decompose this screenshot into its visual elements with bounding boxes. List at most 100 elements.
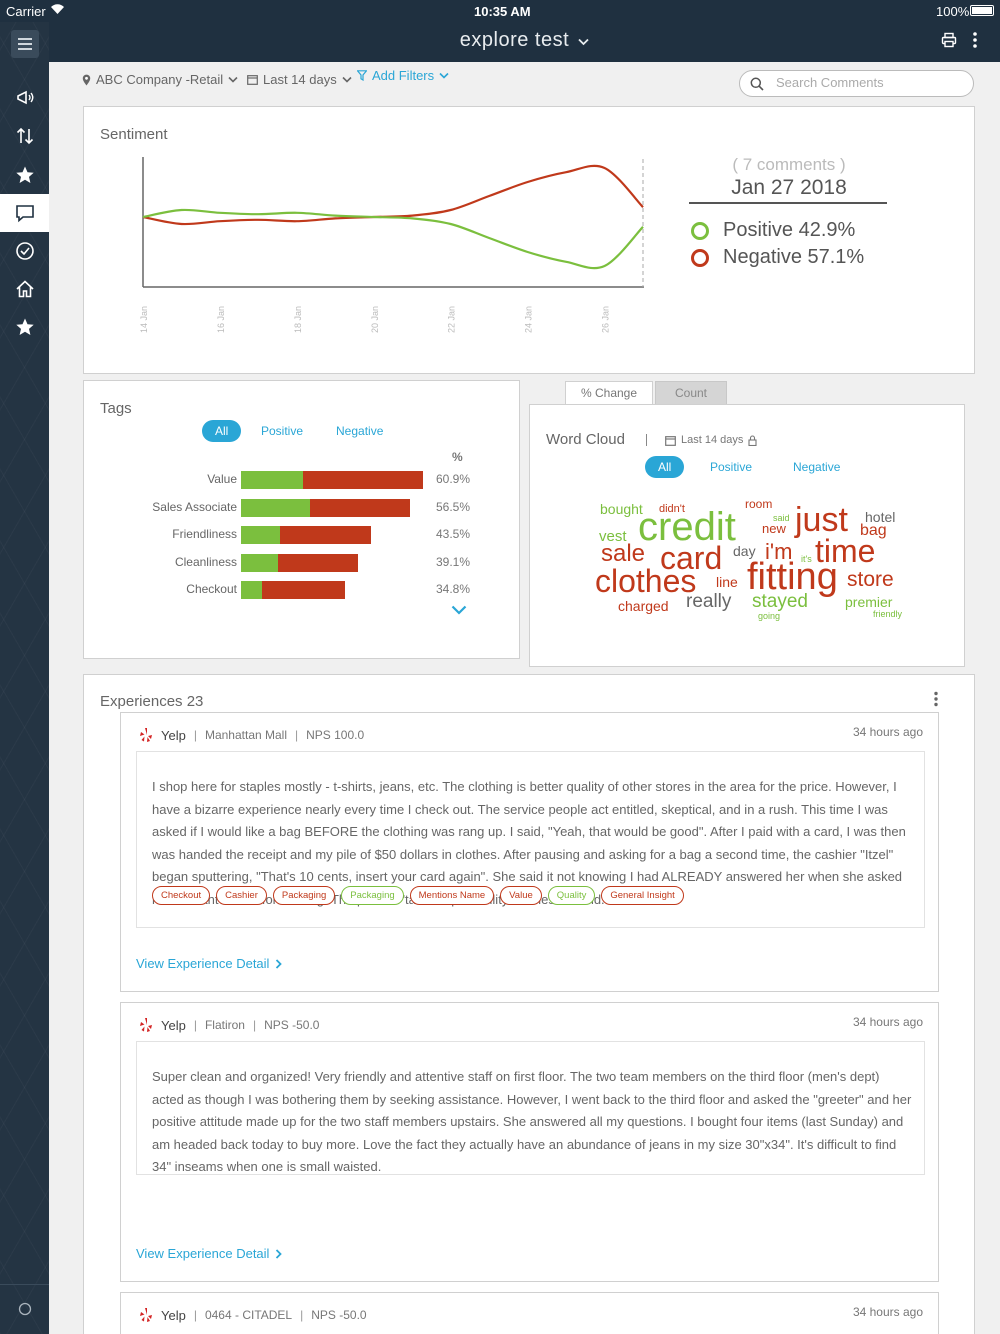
expand-tags-button[interactable]: [451, 602, 467, 620]
tab-percent-change[interactable]: % Change: [565, 381, 653, 405]
word-cloud-word[interactable]: room: [745, 497, 773, 511]
search-input[interactable]: [776, 75, 966, 90]
word-cloud-word[interactable]: said: [773, 513, 790, 523]
spinner-icon: [18, 1302, 31, 1316]
word-cloud-word[interactable]: i'm: [765, 539, 793, 564]
word-cloud-word[interactable]: day: [733, 543, 756, 559]
word-cloud-word[interactable]: really: [686, 591, 732, 612]
carrier-label: Carrier: [6, 4, 46, 19]
experience-location: 0464 - CITADEL: [204, 1308, 293, 1322]
topic-chip[interactable]: Checkout: [152, 886, 211, 905]
tag-value: 60.9%: [436, 472, 471, 486]
date-filter[interactable]: Last 14 days: [247, 72, 352, 87]
experience-nps: NPS -50.0: [311, 1308, 367, 1322]
page-title[interactable]: explore test: [49, 29, 1000, 52]
wordcloud-filter-positive[interactable]: Positive: [710, 460, 753, 474]
wordcloud-filter-negative[interactable]: Negative: [793, 460, 841, 474]
hamburger-icon: [10, 30, 39, 58]
experience-body: I shop here for staples mostly - t-shirt…: [136, 751, 925, 928]
vertical-dots-icon: [934, 691, 938, 707]
tags-filter-negative[interactable]: Negative: [336, 424, 384, 438]
chevron-right-icon: [276, 1248, 283, 1259]
sidebar-item-compare[interactable]: [0, 117, 49, 155]
topic-chip[interactable]: Packaging: [272, 886, 336, 905]
word-cloud-word[interactable]: credit: [638, 505, 736, 549]
word-cloud-word[interactable]: hotel: [865, 509, 896, 525]
status-bar: Carrier 10:35 AM 100%: [0, 0, 1000, 22]
word-cloud-word[interactable]: didn't: [659, 503, 685, 515]
word-cloud-word[interactable]: sale: [601, 540, 646, 567]
filter-icon: [357, 70, 367, 81]
topic-chip[interactable]: General Insight: [601, 886, 684, 905]
word-cloud-word[interactable]: fitting: [747, 556, 838, 598]
sidebar-item-tasks[interactable]: [0, 232, 49, 270]
tag-negative-bar: [302, 471, 423, 489]
word-cloud-word[interactable]: time: [815, 533, 876, 569]
tag-value: 43.5%: [436, 527, 471, 541]
word-cloud-word[interactable]: premier: [845, 594, 893, 610]
view-experience-link[interactable]: View Experience Detail: [136, 1246, 283, 1261]
topic-chip[interactable]: Mentions Name: [409, 886, 495, 905]
tag-positive-bar: [241, 471, 303, 489]
comment-count: ( 7 comments ): [732, 155, 846, 174]
sidebar-item-favorites[interactable]: [0, 156, 49, 194]
x-tick-label: 18 Jan: [293, 306, 303, 333]
topic-chip[interactable]: Packaging: [341, 886, 404, 905]
filter-bar: ABC Company -Retail Last 14 days Add Fil…: [49, 62, 1000, 106]
word-cloud-word[interactable]: bag: [860, 522, 887, 539]
word-cloud-word[interactable]: clothes: [595, 563, 697, 599]
calendar-icon: [247, 75, 258, 85]
word-cloud-word[interactable]: going: [758, 611, 781, 621]
add-filters-button[interactable]: Add Filters: [357, 68, 449, 83]
word-cloud-word[interactable]: stayed: [752, 591, 808, 612]
tag-label: Sales Associate: [152, 499, 237, 514]
sidebar-item-broadcast[interactable]: [0, 79, 49, 117]
word-cloud-word[interactable]: friendly: [873, 609, 903, 619]
view-experience-link[interactable]: View Experience Detail: [136, 956, 283, 971]
lock-icon: [748, 434, 757, 446]
experience-location: Flatiron: [204, 1018, 245, 1032]
word-cloud-word[interactable]: it's: [801, 554, 812, 564]
wifi-icon: [50, 3, 65, 18]
topic-chip[interactable]: Quality: [547, 886, 596, 905]
comment-icon: [15, 205, 34, 223]
sidebar-item-starred[interactable]: [0, 308, 49, 346]
search-box[interactable]: [739, 70, 974, 97]
topic-chip[interactable]: Cashier: [216, 886, 267, 905]
yelp-icon: [140, 1018, 152, 1032]
tags-filter-all[interactable]: All: [202, 420, 242, 442]
word-cloud-word[interactable]: charged: [618, 598, 669, 614]
experience-time: 34 hours ago: [852, 725, 923, 739]
positive-series-line: [142, 208, 644, 270]
word-cloud-word[interactable]: line: [716, 574, 738, 590]
word-cloud-word[interactable]: vest: [599, 528, 627, 545]
check-circle-icon: [15, 242, 34, 260]
topic-chip[interactable]: Value: [500, 886, 542, 905]
word-cloud-word[interactable]: store: [847, 568, 894, 591]
location-filter[interactable]: ABC Company -Retail: [82, 72, 238, 87]
experience-nps: NPS -50.0: [264, 1018, 320, 1032]
wordcloud-panel: Word Cloud Last 14 days All Positive Neg…: [529, 404, 965, 667]
word-cloud-word[interactable]: bought: [600, 501, 643, 517]
word-cloud-word[interactable]: just: [795, 501, 848, 539]
experiences-more-button[interactable]: [933, 691, 939, 712]
tag-negative-bar: [278, 553, 358, 572]
more-options-button[interactable]: [971, 31, 979, 54]
wordcloud-filter-all[interactable]: All: [645, 456, 685, 478]
clock: 10:35 AM: [474, 4, 531, 19]
home-icon: [15, 280, 34, 298]
sidebar-item-comments[interactable]: [0, 194, 49, 232]
tab-count[interactable]: Count: [655, 381, 727, 405]
sidebar-item-home[interactable]: [0, 270, 49, 308]
print-button[interactable]: [941, 32, 957, 53]
battery-label: 100%: [936, 4, 970, 19]
tags-filter-positive[interactable]: Positive: [261, 424, 304, 438]
chevron-down-icon: [578, 38, 589, 46]
sort-arrows-icon: [16, 127, 33, 145]
menu-button[interactable]: [0, 24, 49, 64]
tags-panel: Tags All Positive Negative % Value 60.9%…: [83, 380, 520, 659]
experience-source: Yelp: [161, 727, 186, 743]
experience-source: Yelp: [161, 1017, 186, 1033]
word-cloud-word[interactable]: card: [660, 540, 723, 576]
word-cloud-word[interactable]: new: [762, 521, 786, 536]
